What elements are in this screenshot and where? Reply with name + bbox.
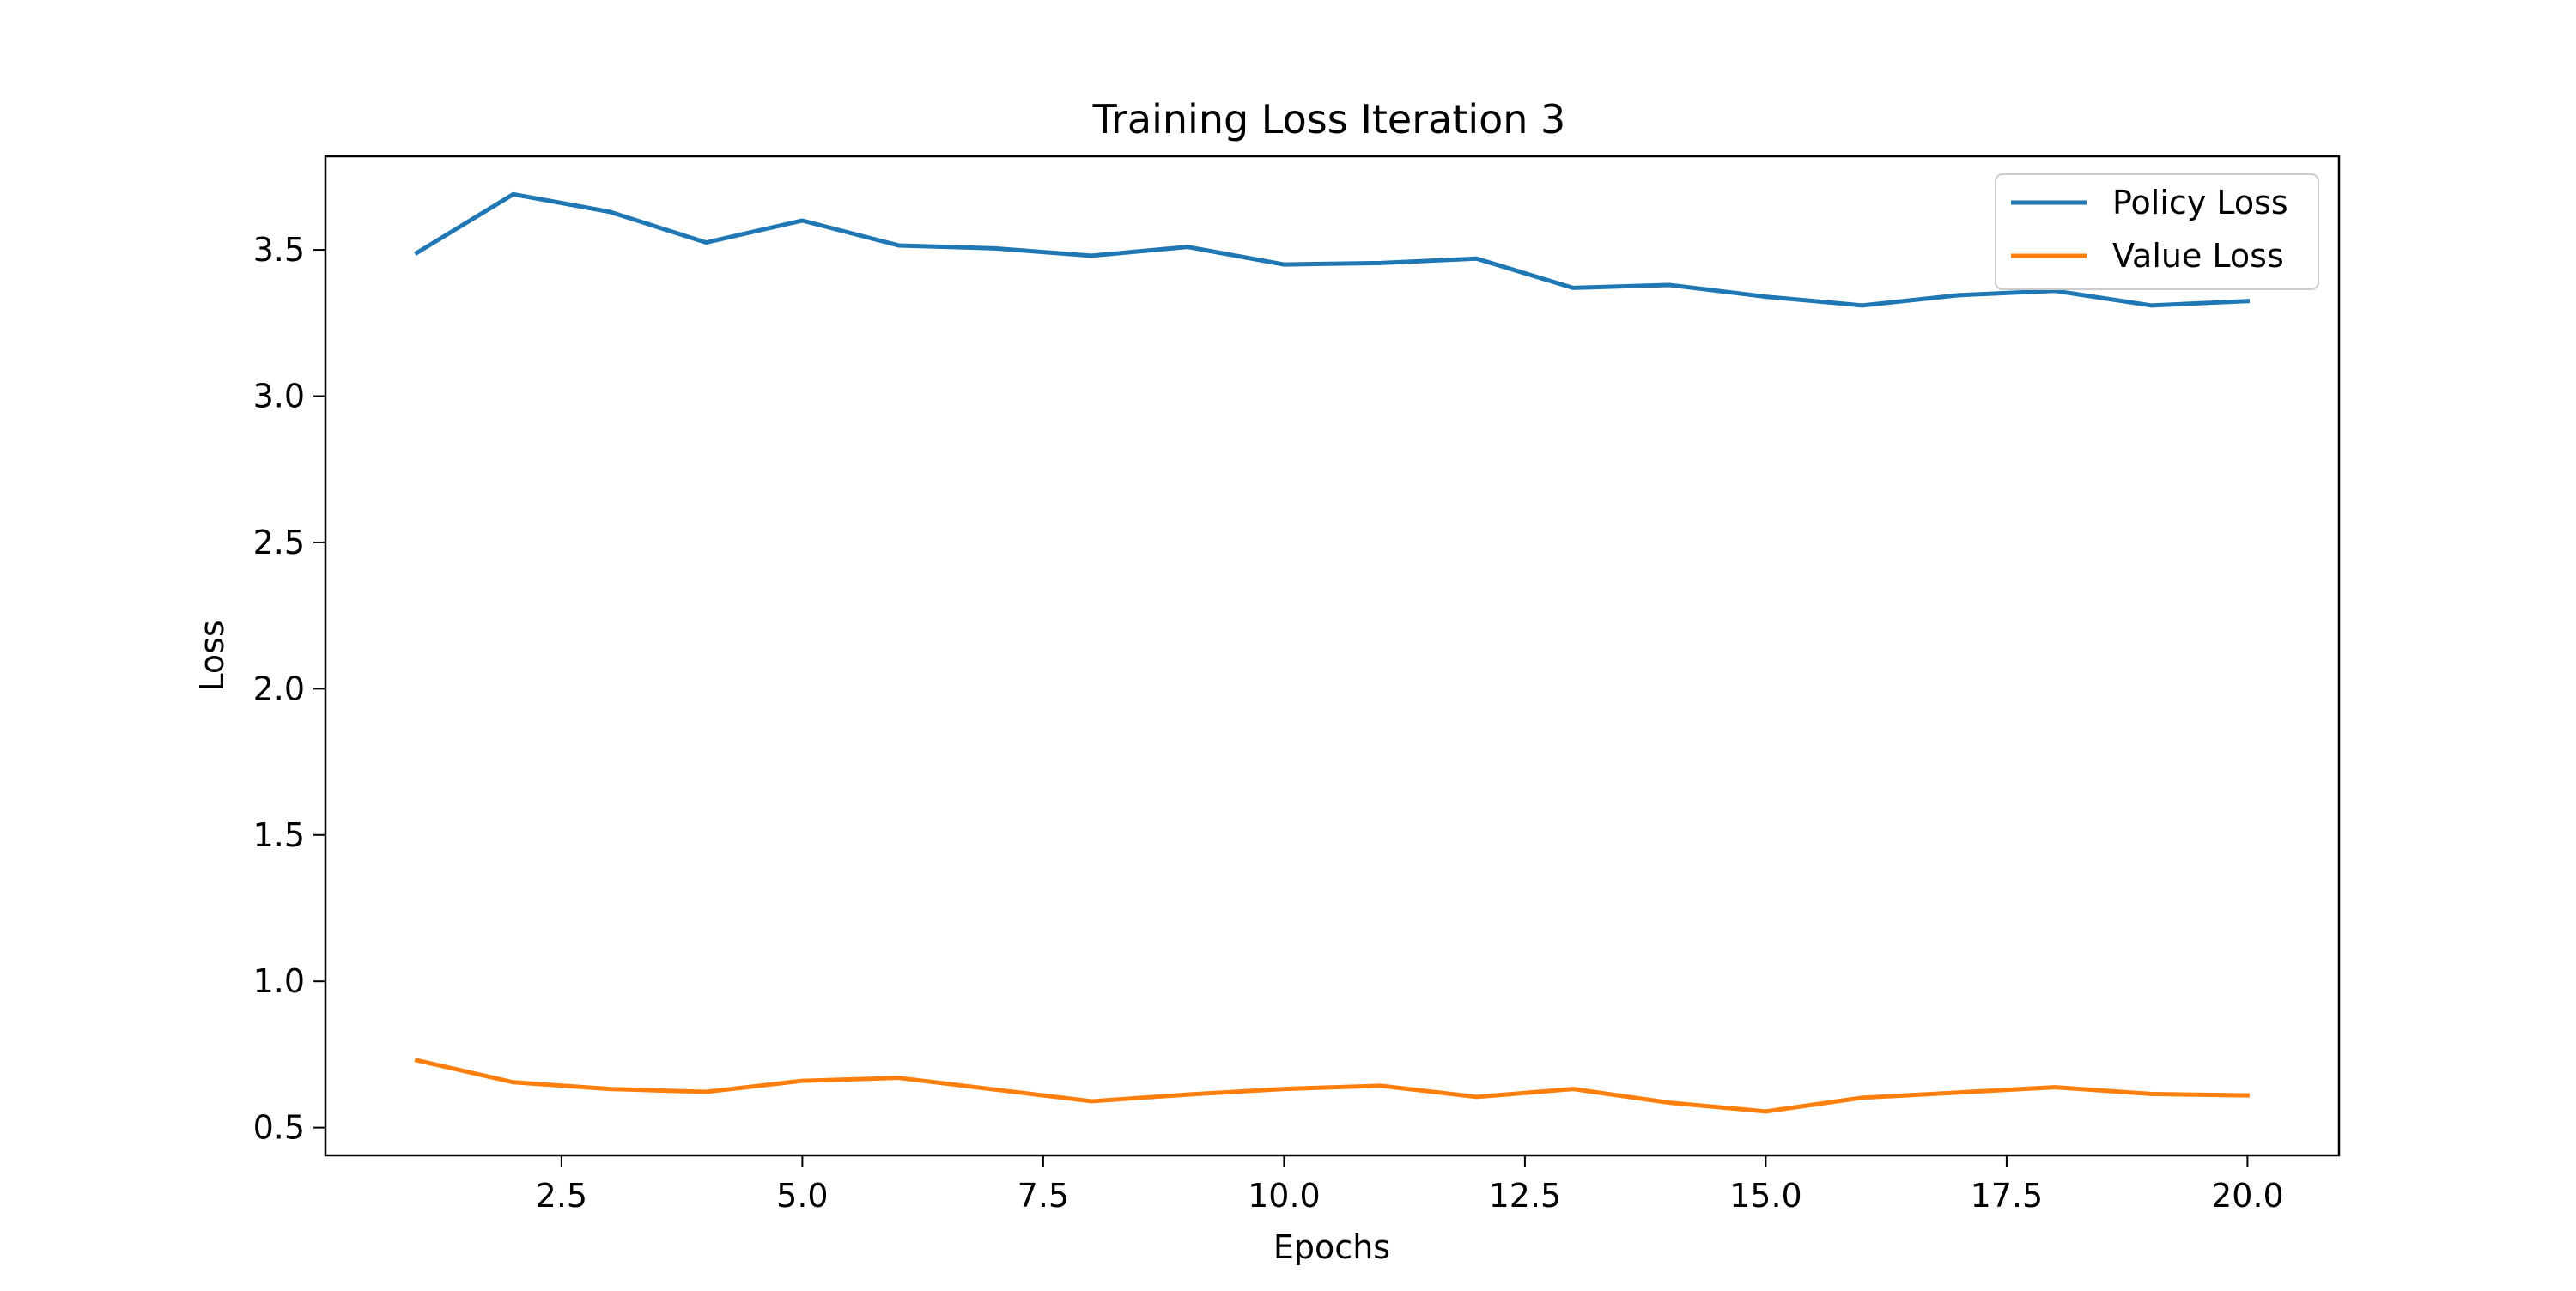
series-line-policy-loss [414,191,2251,308]
x-axis-ticks: 2.5 5.0 7.5 10.0 12.5 15.0 17.5 20.0 [536,1155,2284,1215]
legend-label: Policy Loss [2112,184,2288,221]
y-tick-label: 3.5 [253,231,305,269]
series-lines [414,191,2251,1114]
x-tick-label: 7.5 [1018,1177,1069,1215]
y-axis-ticks: 0.5 1.0 1.5 2.0 2.5 3.0 3.5 [253,231,325,1147]
plot-frame [324,155,2341,1157]
x-tick-label: 20.0 [2211,1177,2284,1215]
x-axis-label: Epochs [1273,1228,1390,1266]
legend: Policy Loss Value Loss [1995,173,2319,290]
y-tick-label: 0.5 [253,1109,305,1147]
series-line-value-loss [414,1058,2250,1114]
y-tick-label: 3.0 [253,377,305,415]
y-axis-label: Loss [193,620,231,691]
y-tick-label: 1.0 [253,962,305,1000]
y-tick-label: 2.5 [253,524,305,561]
x-tick-label: 12.5 [1489,1177,1562,1215]
chart-title: Training Loss Iteration 3 [1092,96,1566,142]
x-tick-label: 10.0 [1248,1177,1321,1215]
legend-label: Value Loss [2112,237,2284,275]
x-tick-label: 5.0 [776,1177,828,1215]
y-tick-label: 2.0 [253,670,305,707]
plot-area [324,155,2341,1157]
x-tick-label: 2.5 [536,1177,587,1215]
x-tick-label: 17.5 [1971,1177,2044,1215]
y-tick-label: 1.5 [253,816,305,854]
x-tick-label: 15.0 [1729,1177,1802,1215]
